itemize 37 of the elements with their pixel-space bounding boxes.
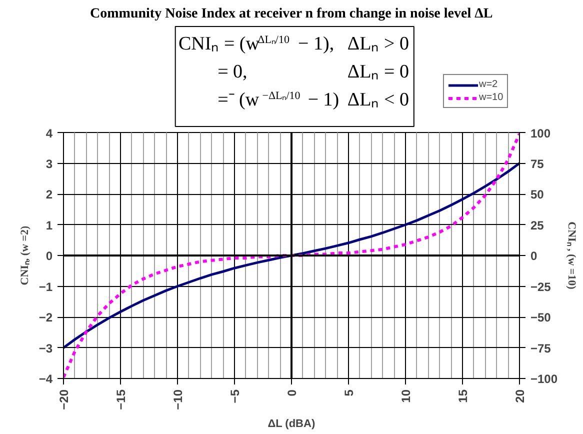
y-tick-label: 2 (46, 188, 53, 202)
y-tick-label: −4 (38, 372, 53, 386)
y-tick-label: 3 (46, 156, 53, 171)
y2-tick-label: −50 (530, 310, 552, 324)
x-tick-label: 0 (285, 389, 299, 396)
y-tick-label: 0 (46, 249, 53, 263)
x-tick-label: −10 (171, 389, 185, 410)
text: ΔLₙ = 0 (347, 62, 409, 82)
y-tick-label: 4 (46, 126, 53, 140)
x-tick-label: −5 (228, 389, 242, 404)
chart-title: Community Noise Index at receiver n from change in noise level ΔL (90, 6, 493, 22)
y-tick-label: 1 (46, 218, 53, 232)
x-tick-label: 10 (399, 389, 413, 403)
y2-tick-label: 0 (530, 249, 538, 263)
y2-tick-label: 100 (530, 126, 551, 140)
legend-label: w=2 (479, 79, 499, 90)
y2-tick-label: 75 (530, 156, 544, 171)
y-tick-label: −3 (38, 341, 53, 356)
text: ΔLₙ < 0 (347, 90, 409, 110)
legend-label: w=10 (479, 92, 504, 103)
y2-tick-label: −25 (530, 280, 552, 294)
y-axis-title: CNIₙ, (w =2) (18, 225, 31, 286)
text: ΔLₙ > 0 (347, 34, 409, 54)
y2-tick-label: −100 (530, 372, 558, 386)
x-tick-label: 20 (513, 389, 527, 403)
x-axis-title: ΔL (dBA) (268, 418, 316, 430)
y2-tick-label: −75 (530, 341, 552, 356)
x-tick-label: −15 (114, 389, 128, 410)
y-tick-label: −2 (38, 310, 53, 324)
y2-tick-label: 25 (530, 218, 544, 232)
x-tick-label: 15 (456, 389, 470, 403)
y2-axis-title: CNIₙ , (w =10) (566, 222, 578, 290)
x-tick-label: −20 (57, 389, 71, 410)
x-tick-label: 5 (342, 389, 356, 396)
y2-tick-label: 50 (530, 188, 544, 202)
text: = 0, (218, 62, 248, 82)
y-tick-label: −1 (38, 280, 53, 294)
